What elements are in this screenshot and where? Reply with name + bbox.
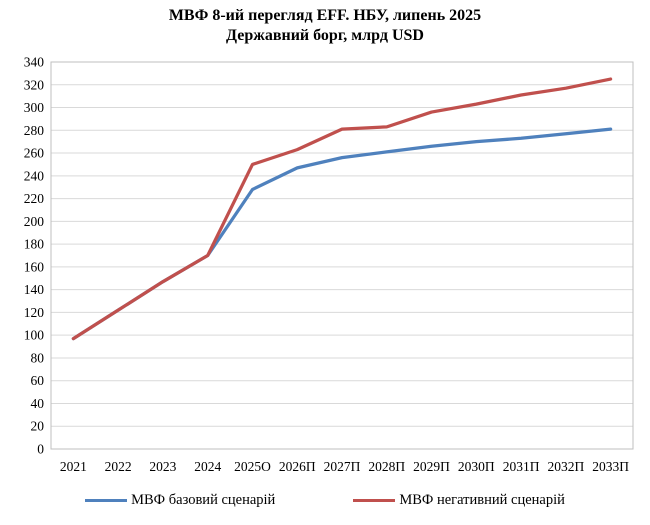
y-tick-label: 40 [31, 396, 45, 411]
x-tick-label: 2033П [592, 459, 629, 474]
y-tick-label: 220 [24, 191, 45, 206]
legend-label: МВФ негативний сценарій [399, 492, 565, 508]
x-tick-label: 2029П [413, 459, 450, 474]
legend-label: МВФ базовий сценарій [131, 492, 276, 508]
y-tick-label: 260 [24, 146, 45, 161]
y-tick-label: 160 [24, 259, 45, 274]
legend-line-swatch [85, 499, 128, 502]
y-tick-label: 60 [31, 373, 45, 388]
y-tick-label: 300 [24, 100, 45, 115]
y-tick-label: 280 [24, 123, 45, 138]
y-tick-label: 80 [31, 350, 45, 365]
series-line [71, 77, 613, 341]
chart-title-block: МВФ 8-ий перегляд EFF. НБУ, липень 2025 … [0, 6, 650, 46]
y-tick-label: 200 [24, 214, 45, 229]
x-tick-label: 2023 [149, 459, 176, 474]
x-tick-label: 2026П [279, 459, 316, 474]
y-tick-label: 140 [24, 282, 45, 297]
chart-subtitle: Державний борг, млрд USD [226, 27, 424, 44]
x-tick-label: 2027П [324, 459, 361, 474]
y-tick-label: 180 [24, 237, 45, 252]
x-tick-label: 2028П [368, 459, 405, 474]
x-tick-label: 2022 [105, 459, 132, 474]
y-tick-label: 240 [24, 168, 45, 183]
y-tick-label: 320 [24, 77, 45, 92]
series-line [71, 127, 613, 341]
legend-item: МВФ негативний сценарій [353, 492, 565, 509]
y-tick-label: 20 [31, 419, 45, 434]
chart-title: МВФ 8-ий перегляд EFF. НБУ, липень 2025 [168, 7, 482, 24]
x-tick-label: 2031П [503, 459, 540, 474]
y-tick-label: 0 [37, 442, 44, 457]
x-tick-label: 2021 [60, 459, 87, 474]
plot-border [50, 61, 634, 450]
x-tick-label: 2030П [458, 459, 495, 474]
x-tick-label: 2025О [234, 459, 271, 474]
y-tick-label: 100 [24, 328, 45, 343]
legend-line-swatch [353, 499, 396, 502]
y-tick-label: 120 [24, 305, 45, 320]
y-tick-label: 340 [24, 55, 45, 70]
legend-item: МВФ базовий сценарій [85, 492, 275, 509]
x-tick-label: 2024 [194, 459, 221, 474]
chart-legend: МВФ базовий сценарій МВФ негативний сцен… [0, 492, 650, 509]
x-tick-label: 2032П [547, 459, 584, 474]
